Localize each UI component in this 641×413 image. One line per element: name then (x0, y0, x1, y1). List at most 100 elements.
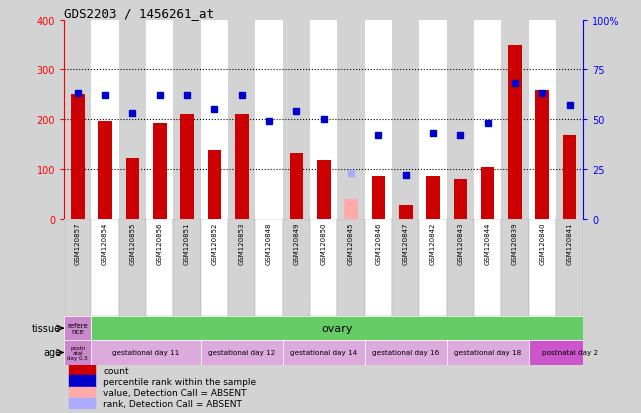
Text: gestational day 18: gestational day 18 (454, 350, 521, 356)
Bar (419, 219, 447, 316)
Bar (556, 219, 583, 316)
Bar (399, 205, 413, 219)
Bar (69, 387, 96, 398)
Bar (447, 340, 529, 365)
Bar (126, 159, 139, 219)
Bar (64, 219, 92, 316)
Text: GSM120839: GSM120839 (512, 222, 518, 265)
Bar (146, 219, 174, 316)
Bar (92, 219, 119, 316)
Text: gestational day 14: gestational day 14 (290, 350, 357, 356)
Text: gestational day 16: gestational day 16 (372, 350, 439, 356)
Bar (337, 21, 365, 219)
Bar (119, 219, 146, 316)
Text: ovary: ovary (322, 323, 353, 333)
Text: postn
atal
day 0.5: postn atal day 0.5 (67, 345, 88, 361)
Text: GSM120852: GSM120852 (212, 222, 217, 264)
Bar (310, 219, 337, 316)
Text: GSM120845: GSM120845 (348, 222, 354, 264)
Bar (119, 21, 146, 219)
Bar (474, 21, 501, 219)
Bar (153, 124, 167, 219)
Bar (365, 219, 392, 316)
Bar (337, 219, 365, 316)
Text: GSM120843: GSM120843 (457, 222, 463, 264)
Bar (535, 91, 549, 219)
Text: GSM120846: GSM120846 (376, 222, 381, 264)
Text: GSM120856: GSM120856 (157, 222, 163, 264)
Bar (64, 21, 92, 219)
Text: GSM120854: GSM120854 (102, 222, 108, 264)
Bar (201, 21, 228, 219)
Bar (228, 21, 255, 219)
Bar (201, 219, 228, 316)
Bar (92, 340, 201, 365)
Text: value, Detection Call = ABSENT: value, Detection Call = ABSENT (103, 388, 247, 397)
Text: percentile rank within the sample: percentile rank within the sample (103, 377, 256, 386)
Bar (283, 340, 365, 365)
Text: GSM120840: GSM120840 (539, 222, 545, 264)
Text: GSM120847: GSM120847 (403, 222, 409, 264)
Bar (310, 21, 337, 219)
Text: GDS2203 / 1456261_at: GDS2203 / 1456261_at (64, 7, 214, 19)
Bar (235, 115, 249, 219)
Bar (201, 340, 283, 365)
Bar (529, 340, 611, 365)
Bar (317, 161, 331, 219)
Text: GSM120853: GSM120853 (238, 222, 245, 264)
Bar (174, 219, 201, 316)
Text: GSM120844: GSM120844 (485, 222, 490, 264)
Bar (146, 21, 174, 219)
Text: age: age (43, 348, 62, 358)
Text: GSM120849: GSM120849 (294, 222, 299, 264)
Bar (344, 199, 358, 219)
Text: rank, Detection Call = ABSENT: rank, Detection Call = ABSENT (103, 399, 242, 408)
Bar (71, 95, 85, 219)
Bar (392, 21, 419, 219)
Text: GSM120848: GSM120848 (266, 222, 272, 264)
Bar (529, 21, 556, 219)
Bar (283, 21, 310, 219)
Text: GSM120841: GSM120841 (567, 222, 572, 264)
Bar (474, 219, 501, 316)
Text: GSM120850: GSM120850 (320, 222, 327, 264)
Bar (501, 219, 529, 316)
Text: count: count (103, 366, 129, 375)
Bar (180, 115, 194, 219)
Bar (98, 121, 112, 219)
Bar (208, 151, 221, 219)
Bar (365, 21, 392, 219)
Text: GSM120857: GSM120857 (75, 222, 81, 264)
Bar (563, 136, 576, 219)
Bar (64, 340, 92, 365)
Bar (255, 219, 283, 316)
Bar (454, 180, 467, 219)
Bar (372, 177, 385, 219)
Bar (283, 219, 310, 316)
Bar (529, 219, 556, 316)
Text: postnatal day 2: postnatal day 2 (542, 350, 597, 356)
Bar (447, 219, 474, 316)
Bar (501, 21, 529, 219)
Bar (447, 21, 474, 219)
Bar (69, 398, 96, 408)
Text: gestational day 11: gestational day 11 (112, 350, 179, 356)
Bar (481, 168, 494, 219)
Text: GSM120855: GSM120855 (129, 222, 135, 264)
Bar (419, 21, 447, 219)
Bar (365, 340, 447, 365)
Bar (392, 219, 419, 316)
Bar (255, 21, 283, 219)
Bar (69, 365, 96, 375)
Text: refere
nce: refere nce (67, 322, 88, 335)
Text: tissue: tissue (32, 323, 62, 333)
Bar (426, 177, 440, 219)
Bar (228, 219, 255, 316)
Bar (64, 316, 92, 340)
Bar (174, 21, 201, 219)
Bar (69, 375, 96, 387)
Bar (92, 21, 119, 219)
Text: GSM120842: GSM120842 (430, 222, 436, 264)
Bar (508, 45, 522, 219)
Bar (556, 21, 583, 219)
